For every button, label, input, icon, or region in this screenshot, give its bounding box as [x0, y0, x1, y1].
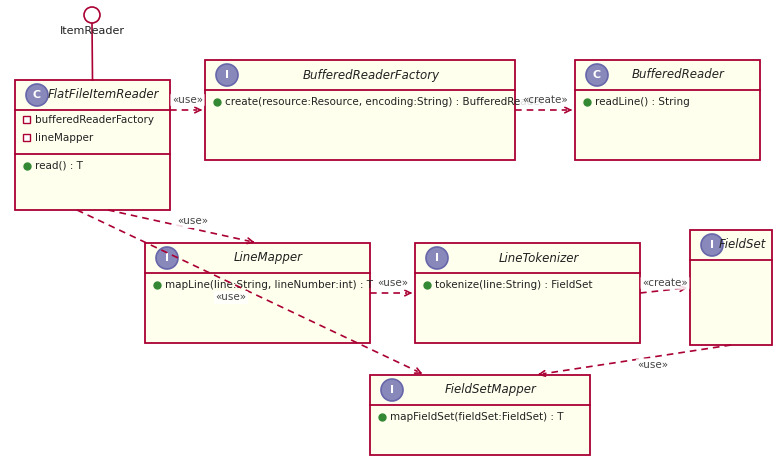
Bar: [205, 60, 515, 160]
Text: tokenize(line:String) : FieldSet: tokenize(line:String) : FieldSet: [435, 280, 593, 290]
Text: BufferedReaderFactory: BufferedReaderFactory: [303, 68, 439, 82]
Text: «use»: «use»: [177, 217, 208, 226]
Bar: [415, 243, 640, 343]
Text: mapLine(line:String, lineNumber:int) : T: mapLine(line:String, lineNumber:int) : T: [165, 280, 373, 290]
Bar: [145, 243, 370, 343]
Text: create(resource:Resource, encoding:String) : BufferedReader: create(resource:Resource, encoding:Strin…: [225, 97, 544, 107]
Text: ItemReader: ItemReader: [60, 26, 124, 36]
Text: I: I: [165, 253, 169, 263]
Circle shape: [381, 379, 403, 401]
Text: bufferedReaderFactory: bufferedReaderFactory: [35, 115, 154, 125]
Circle shape: [586, 64, 608, 86]
Text: read() : T: read() : T: [35, 161, 83, 171]
Text: readLine() : String: readLine() : String: [595, 97, 690, 107]
Text: FieldSet: FieldSet: [719, 239, 766, 252]
Text: mapFieldSet(fieldSet:FieldSet) : T: mapFieldSet(fieldSet:FieldSet) : T: [390, 412, 563, 422]
Text: «use»: «use»: [377, 278, 408, 288]
Text: «use»: «use»: [216, 292, 247, 302]
Circle shape: [26, 84, 48, 106]
Circle shape: [156, 247, 178, 269]
Text: «create»: «create»: [522, 95, 568, 105]
Text: BufferedReader: BufferedReader: [632, 68, 725, 82]
Text: I: I: [225, 70, 229, 80]
Text: I: I: [710, 240, 714, 250]
Circle shape: [701, 234, 723, 256]
Bar: [370, 375, 590, 455]
Text: LineTokenizer: LineTokenizer: [498, 252, 579, 264]
Text: «create»: «create»: [642, 278, 688, 288]
Bar: [23, 116, 30, 123]
Text: FlatFileItemReader: FlatFileItemReader: [48, 89, 159, 101]
Text: C: C: [33, 90, 41, 100]
Text: I: I: [435, 253, 439, 263]
Bar: [15, 80, 170, 210]
Text: «use»: «use»: [172, 95, 203, 105]
Text: lineMapper: lineMapper: [35, 133, 93, 143]
Circle shape: [84, 7, 100, 23]
Text: LineMapper: LineMapper: [234, 252, 303, 264]
Text: C: C: [593, 70, 601, 80]
Bar: [690, 230, 772, 345]
Circle shape: [426, 247, 448, 269]
Text: «use»: «use»: [637, 360, 669, 370]
Circle shape: [216, 64, 238, 86]
Text: FieldSetMapper: FieldSetMapper: [445, 384, 537, 397]
Text: I: I: [390, 385, 394, 395]
Bar: [575, 60, 760, 160]
Bar: [23, 134, 30, 141]
